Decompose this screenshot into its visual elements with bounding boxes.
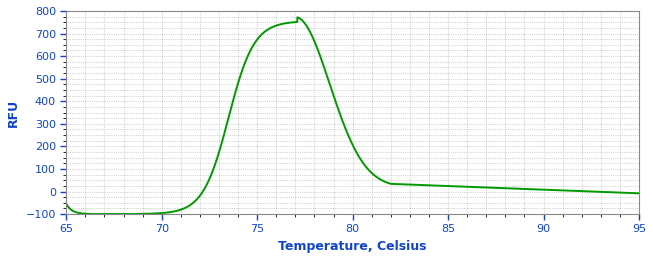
X-axis label: Temperature, Celsius: Temperature, Celsius	[278, 240, 427, 253]
Y-axis label: RFU: RFU	[7, 99, 20, 127]
